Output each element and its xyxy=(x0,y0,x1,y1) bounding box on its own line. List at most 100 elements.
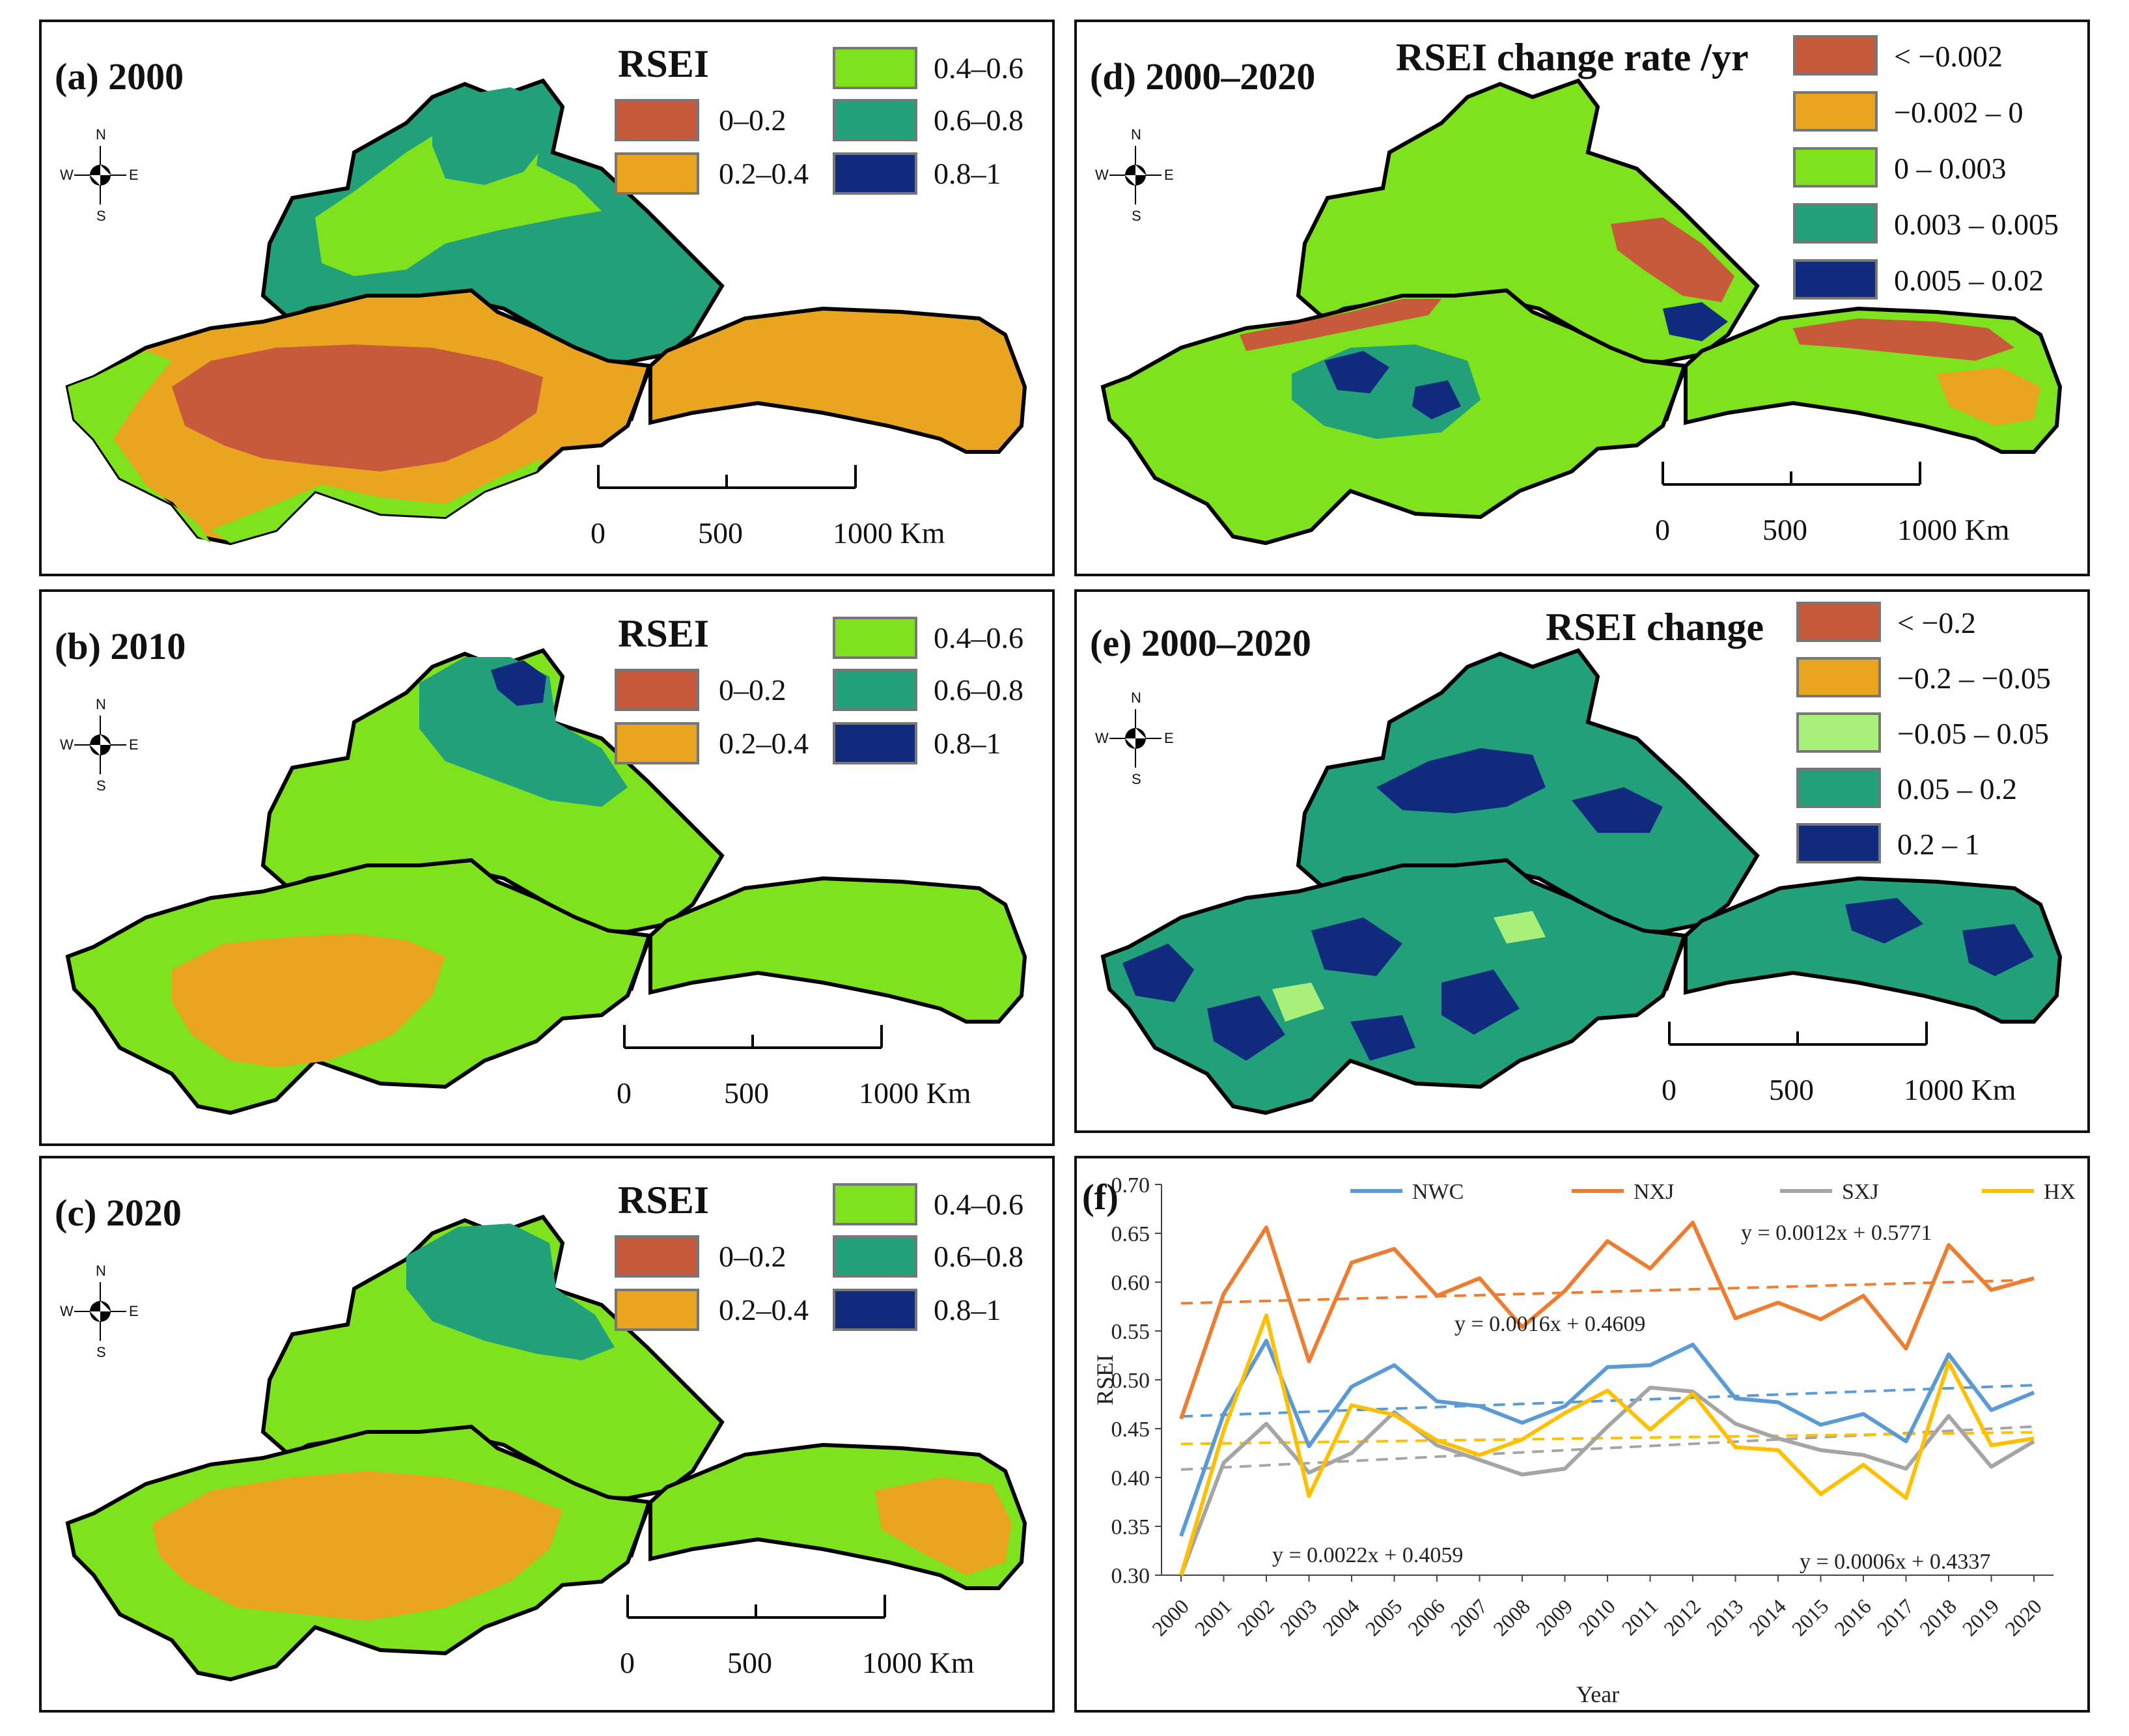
panel-label: (f) xyxy=(1082,1177,1119,1218)
legend-label-nwc: NWC xyxy=(1412,1180,1464,1204)
blue-patch-nxj-e xyxy=(1376,748,1663,833)
scale-500: 500 xyxy=(698,516,743,550)
scale-1000: 1000 Km xyxy=(859,1076,971,1110)
panel-b: N S W E (b) 2010 RSEI 0–0.2 0.2–0.4 0.4–… xyxy=(39,589,1055,1146)
legend-label-2: 0.2–0.4 xyxy=(719,157,809,190)
red-core-a xyxy=(172,344,543,471)
legend-swatch-4 xyxy=(833,99,917,141)
compass-rose: N S W E xyxy=(60,1263,139,1360)
legend-swatch-4 xyxy=(833,669,917,711)
x-tick-label: 2007 xyxy=(1446,1594,1492,1640)
green-rim-sxj-a xyxy=(68,351,211,543)
scale-500: 500 xyxy=(727,1646,772,1679)
compass-rose: N S W E xyxy=(60,696,139,794)
compass-e: E xyxy=(1164,167,1174,183)
green-rim-south-a xyxy=(211,458,543,543)
legend-label-1: < −0.2 xyxy=(1897,606,1976,639)
scale-1000: 1000 Km xyxy=(833,516,945,550)
legend-swatch-3 xyxy=(833,1183,917,1225)
compass-e: E xyxy=(129,167,139,183)
blue-spots-d xyxy=(1324,351,1461,419)
compass-w: W xyxy=(60,167,74,183)
legend-title: RSEI xyxy=(618,1179,710,1222)
y-tick-label: 0.30 xyxy=(1111,1564,1150,1588)
legend-swatch-5 xyxy=(833,722,917,764)
panel-a: N S W E (a) 2000 RSEI 0–0.2 0.2–0.4 0.4–… xyxy=(39,20,1055,576)
legend-label-4: 0.6–0.8 xyxy=(934,673,1023,707)
legend-swatch-3 xyxy=(1793,147,1878,188)
map-e xyxy=(1100,648,2063,1115)
scale-500: 500 xyxy=(1769,1073,1814,1106)
compass-icon xyxy=(1109,709,1162,768)
compass-n: N xyxy=(1131,690,1141,706)
teal-patch-nxj-c xyxy=(406,1224,615,1360)
x-tick-label: 2012 xyxy=(1659,1594,1705,1640)
y-tick-label: 0.45 xyxy=(1111,1418,1150,1442)
x-tick-label: 2013 xyxy=(1702,1594,1748,1640)
blue-patches-hx-e xyxy=(1845,898,2034,976)
legend-label-4: 0.6–0.8 xyxy=(934,104,1023,137)
teal-patch-nxj-a xyxy=(432,87,550,185)
legend-title: RSEI xyxy=(618,42,710,85)
legend-label-3: 0 – 0.003 xyxy=(1894,152,2007,185)
legend-label-4: 0.05 – 0.2 xyxy=(1897,772,2017,805)
x-tick-label: 2014 xyxy=(1744,1594,1790,1640)
map-d xyxy=(1100,78,2063,546)
scalebar xyxy=(623,1025,883,1049)
panel-d: N S W E (d) 2000–2020 RSEI change rate /… xyxy=(1074,20,2090,576)
legend-swatch-1 xyxy=(1793,35,1878,76)
compass-rose: N S W E xyxy=(60,126,139,224)
x-tick-label: 2000 xyxy=(1147,1594,1193,1640)
compass-n: N xyxy=(96,696,106,712)
panel-label: (c) 2020 xyxy=(55,1192,182,1234)
scale-500: 500 xyxy=(1762,513,1807,546)
x-tick-label: 2016 xyxy=(1830,1594,1876,1640)
legend-swatch-2 xyxy=(615,1289,699,1331)
panel-f: 0.30 0.35 0.40 0.45 0.50 0.55 0.60 0.65 0.70 2000… xyxy=(1074,1156,2090,1713)
compass-icon xyxy=(74,1282,126,1341)
trendline-nxj xyxy=(1180,1278,2035,1305)
legend-label-2: −0.002 – 0 xyxy=(1894,96,2024,129)
y-tick-label: 0.60 xyxy=(1111,1271,1150,1295)
line-chart: 0.30 0.35 0.40 0.45 0.50 0.55 0.60 0.65 0.70 2000… xyxy=(1082,1173,2076,1707)
scale-0: 0 xyxy=(591,516,605,550)
legend-title: RSEI xyxy=(618,612,710,655)
legend-label-hx: HX xyxy=(2044,1180,2076,1204)
x-tick-label: 2005 xyxy=(1361,1594,1407,1640)
compass-s: S xyxy=(96,208,106,224)
scale-500: 500 xyxy=(724,1076,769,1110)
red-rim-sxj-d xyxy=(1240,299,1441,351)
legend-swatch-4 xyxy=(1796,768,1881,808)
legend-swatch-1 xyxy=(615,669,699,711)
scale-0: 0 xyxy=(620,1646,635,1679)
orange-patch-hx-c xyxy=(875,1477,1012,1575)
compass-s: S xyxy=(1132,771,1141,787)
scalebar xyxy=(1668,1022,1928,1046)
orange-core-b xyxy=(172,934,445,1067)
compass-s: S xyxy=(96,1344,106,1360)
x-tick-label: 2020 xyxy=(2000,1594,2046,1640)
compass-e: E xyxy=(129,1303,139,1319)
legend-swatch-5 xyxy=(833,1289,917,1331)
legend-label-1: 0–0.2 xyxy=(719,104,786,137)
compass-icon xyxy=(1109,146,1162,204)
panel-c: N S W E (c) 2020 RSEI 0–0.2 0.2–0.4 0.4–… xyxy=(39,1156,1055,1713)
red-patch-hx-d xyxy=(1793,318,2014,361)
legend-label-1: < −0.002 xyxy=(1894,40,2003,73)
equation-nwc: y = 0.0016x + 0.4609 xyxy=(1454,1312,1645,1336)
compass-icon xyxy=(74,716,126,774)
legend-label-nxj: NXJ xyxy=(1634,1180,1674,1204)
legend-title: RSEI change xyxy=(1546,606,1764,649)
legend-label-2: −0.2 – −0.05 xyxy=(1897,662,2051,695)
legend-label-1: 0–0.2 xyxy=(719,673,786,707)
scale-1000: 1000 Km xyxy=(1904,1073,2016,1106)
legend-swatch-4 xyxy=(833,1235,917,1278)
panel-label: (e) 2000–2020 xyxy=(1090,622,1311,664)
panel-label: (d) 2000–2020 xyxy=(1090,55,1316,98)
blue-patch-nxj-d xyxy=(1663,302,1728,341)
compass-n: N xyxy=(1131,126,1141,143)
y-tick-label: 0.35 xyxy=(1111,1515,1150,1539)
x-tick-label: 2015 xyxy=(1787,1594,1833,1640)
legend-swatch-3 xyxy=(1796,712,1881,753)
region-hx xyxy=(648,306,1027,454)
